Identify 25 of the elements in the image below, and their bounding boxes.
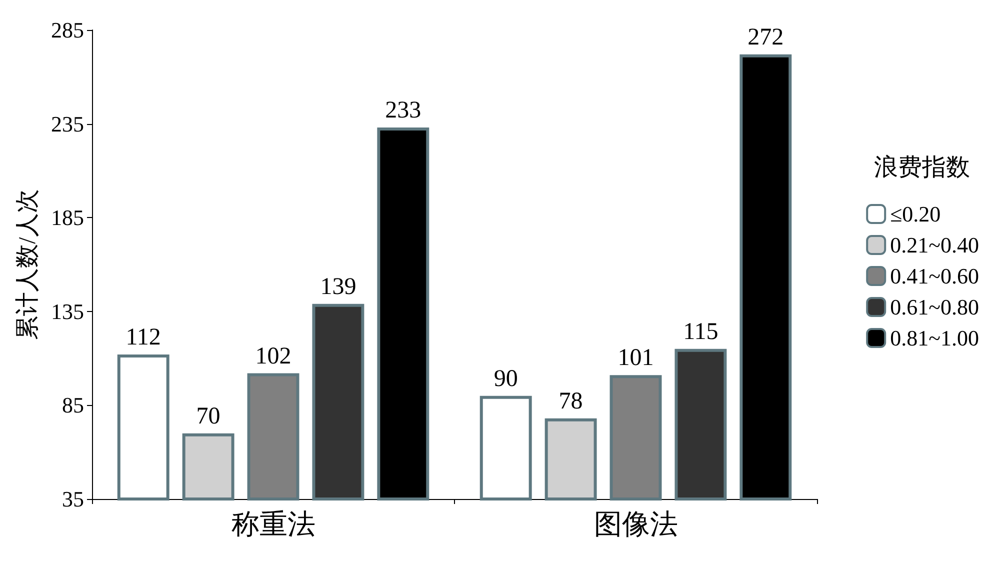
- data-label: 112: [126, 324, 161, 351]
- data-label: 90: [494, 366, 518, 392]
- data-label: 78: [558, 388, 583, 414]
- x-tick-label: 称重法: [231, 510, 316, 540]
- y-tick-label: 285: [51, 18, 84, 42]
- y-tick-label: 85: [62, 392, 84, 418]
- x-tick-label: 图像法: [594, 510, 678, 540]
- legend-label: 0.21~0.40: [890, 232, 980, 258]
- legend-label: ≤0.20: [890, 202, 941, 226]
- data-label: 139: [320, 274, 356, 300]
- legend-label: 0.61~0.80: [890, 294, 980, 320]
- legend-label: 0.81~1.00: [890, 326, 980, 350]
- data-label: 115: [683, 318, 718, 345]
- data-label: 102: [255, 343, 292, 370]
- y-tick-label: 35: [62, 486, 84, 512]
- data-label: 272: [748, 24, 784, 50]
- y-tick-label: 185: [51, 205, 84, 230]
- y-tick-label: 235: [51, 111, 84, 136]
- data-label: 70: [196, 403, 220, 430]
- legend-title: 浪费指数: [874, 154, 970, 181]
- y-tick-label: 135: [51, 298, 84, 324]
- data-label: 101: [618, 345, 654, 372]
- data-label: 233: [385, 98, 422, 124]
- legend-label: 0.41~0.60: [890, 264, 980, 288]
- y-axis-title: 累计人数/人次: [15, 189, 41, 340]
